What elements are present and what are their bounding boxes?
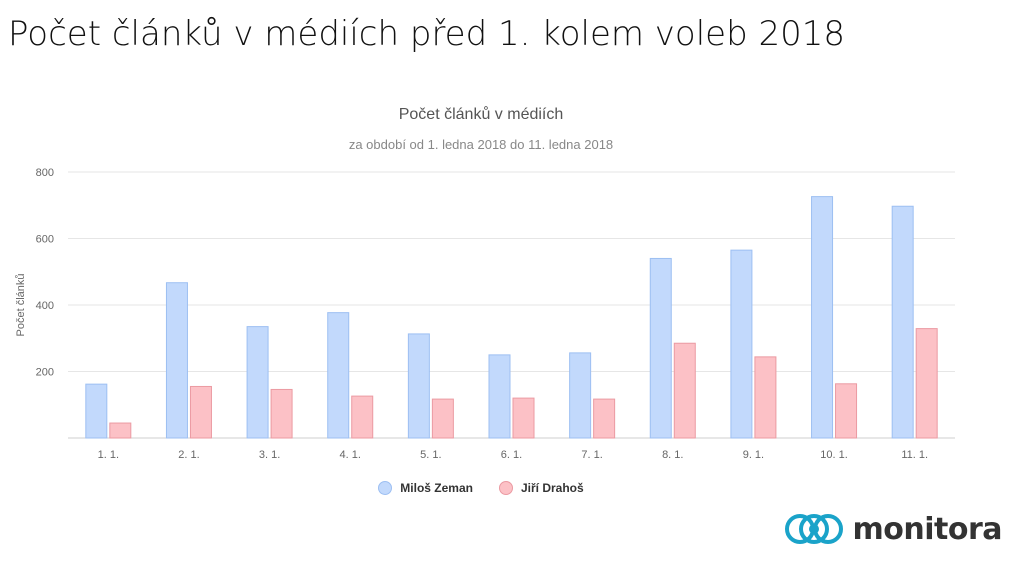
x-tick-labels: 1. 1. 2. 1. 3. 1. 4. 1. 5. 1. 6. 1. 7. 1. 8. 1.… (98, 449, 928, 461)
chart-subtitle: za období od 1. ledna 2018 do 11. ledna … (348, 137, 614, 152)
chart-title: Počet článků v médiích (398, 106, 564, 123)
x-tick-label: 9. 1. (743, 449, 764, 461)
bar-drahos[interactable] (351, 395, 374, 439)
x-tick-label: 3. 1. (259, 449, 280, 461)
bar-drahos[interactable] (915, 328, 938, 439)
monitora-logo: monitora (782, 509, 1002, 549)
bar-zeman[interactable] (165, 282, 188, 439)
x-tick-label: 6. 1. (501, 449, 522, 461)
x-tick-label: 10. 1. (820, 449, 848, 461)
bar-drahos[interactable] (109, 422, 132, 439)
bar-drahos[interactable] (431, 398, 454, 439)
bar-drahos[interactable] (270, 388, 293, 439)
bar-drahos[interactable] (512, 397, 535, 439)
logo-icon (785, 514, 844, 544)
bar-zeman[interactable] (569, 352, 592, 439)
bars (85, 196, 938, 439)
bar-drahos[interactable] (189, 385, 212, 439)
bar-zeman[interactable] (327, 312, 350, 439)
y-tick-label: 200 (36, 367, 54, 379)
bar-drahos[interactable] (754, 356, 777, 439)
y-tick-label: 400 (36, 300, 54, 312)
legend-label-zeman: Miloš Zeman (400, 481, 473, 495)
y-tick-label: 800 (36, 167, 54, 179)
brand-name: monitora (852, 511, 1002, 547)
bar-zeman[interactable] (85, 383, 108, 439)
y-axis-label: Počet článků (15, 274, 27, 337)
x-tick-label: 4. 1. (340, 449, 361, 461)
y-tick-labels: 200 400 600 800 (36, 167, 54, 379)
grid-lines (68, 171, 955, 439)
legend-label-drahos: Jiří Drahoš (520, 481, 584, 495)
legend-item-zeman[interactable]: Miloš Zeman (378, 481, 473, 495)
bar-drahos[interactable] (593, 398, 616, 439)
legend-item-drahos[interactable]: Jiří Drahoš (498, 481, 584, 495)
bar-zeman[interactable] (649, 257, 672, 439)
x-tick-label: 7. 1. (581, 449, 602, 461)
x-tick-label: 8. 1. (662, 449, 683, 461)
legend-swatch-drahos (498, 481, 513, 495)
bar-zeman[interactable] (407, 333, 430, 439)
legend: Miloš Zeman Jiří Drahoš (0, 481, 962, 495)
bar-zeman[interactable] (811, 196, 834, 439)
x-tick-label: 5. 1. (420, 449, 441, 461)
slide-title: Počet článků v médiích před 1. kolem vol… (8, 14, 846, 54)
x-tick-label: 1. 1. (98, 449, 119, 461)
legend-swatch-zeman (378, 481, 393, 495)
bar-zeman[interactable] (891, 205, 914, 439)
x-tick-label: 11. 1. (901, 449, 928, 461)
bar-drahos[interactable] (673, 342, 696, 439)
y-tick-label: 600 (36, 234, 54, 246)
x-tick-label: 2. 1. (178, 449, 199, 461)
bar-zeman[interactable] (730, 249, 753, 439)
bar-zeman[interactable] (488, 354, 511, 439)
bar-zeman[interactable] (246, 326, 269, 439)
bar-drahos[interactable] (835, 383, 858, 439)
